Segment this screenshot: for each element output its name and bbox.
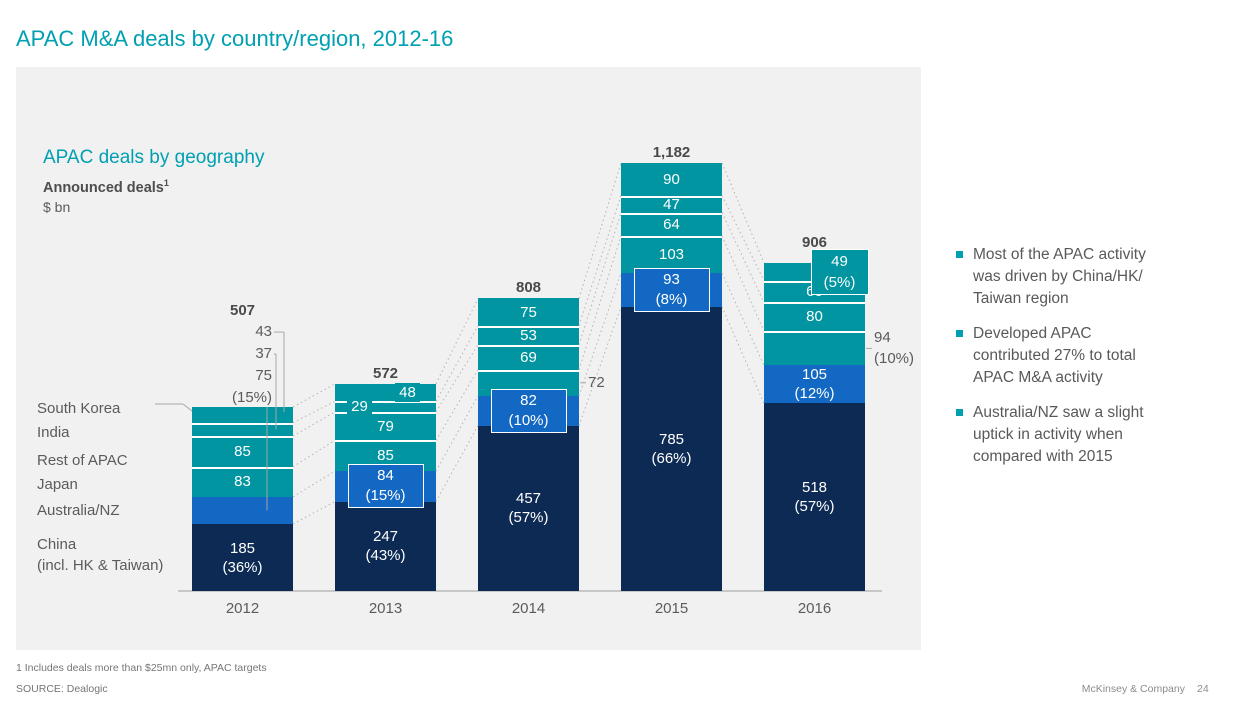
- chart-panel: APAC deals by geography Announced deals1…: [16, 67, 921, 650]
- chart-unit-label: $ bn: [43, 199, 71, 215]
- footnote: 1 Includes deals more than $25mn only, A…: [16, 662, 267, 674]
- insight-text: Most of the APAC activity was driven by …: [973, 246, 1146, 307]
- insight-text: Australia/NZ saw a slight uptick in acti…: [973, 404, 1144, 465]
- insights-panel: Most of the APAC activity was driven by …: [956, 244, 1194, 481]
- page-number: 24: [1197, 683, 1209, 695]
- bullet-square-icon: [956, 409, 963, 416]
- bullet-square-icon: [956, 251, 963, 258]
- source-line: SOURCE: Dealogic: [16, 683, 108, 695]
- footnote-marker: 1: [163, 178, 169, 188]
- insight-text: Developed APAC contributed 27% to total …: [973, 325, 1136, 386]
- slide-title: APAC M&A deals by country/region, 2012-1…: [16, 26, 454, 51]
- chart-subtitle: Announced deals1: [43, 178, 169, 196]
- insight-item: Most of the APAC activity was driven by …: [956, 244, 1194, 310]
- chart-title: APAC deals by geography: [43, 147, 265, 168]
- brand-footer: McKinsey & Company: [1081, 683, 1185, 695]
- insight-item: Australia/NZ saw a slight uptick in acti…: [956, 402, 1194, 468]
- bullet-square-icon: [956, 330, 963, 337]
- chart-subtitle-text: Announced deals: [43, 179, 164, 196]
- insight-item: Developed APAC contributed 27% to total …: [956, 323, 1194, 389]
